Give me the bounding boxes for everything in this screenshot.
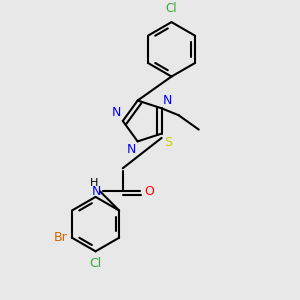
Text: Cl: Cl xyxy=(166,2,177,15)
Text: Cl: Cl xyxy=(89,257,102,270)
Text: N: N xyxy=(92,185,101,198)
Text: O: O xyxy=(144,185,154,198)
Text: Br: Br xyxy=(54,231,68,244)
Text: N: N xyxy=(163,94,172,107)
Text: S: S xyxy=(164,136,172,149)
Text: N: N xyxy=(127,143,136,156)
Text: N: N xyxy=(112,106,121,119)
Text: H: H xyxy=(90,178,98,188)
